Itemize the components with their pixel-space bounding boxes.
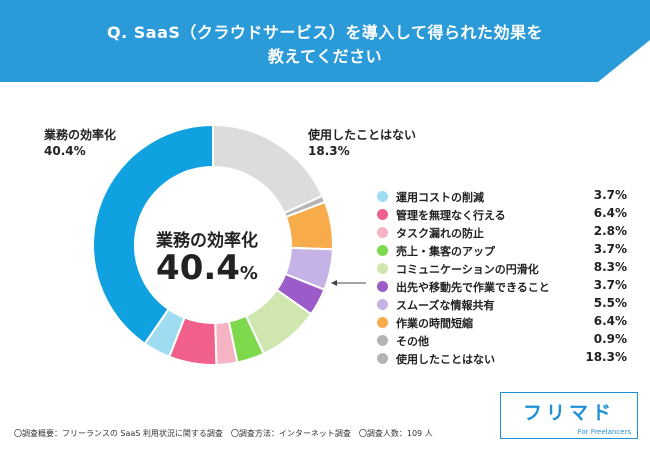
legend-item: 作業の時間短縮 6.4% xyxy=(377,314,627,332)
survey-footnote: 〇調査概要：フリーランスの SaaS 利用状況に関する調査 〇調査方法：インター… xyxy=(14,429,433,438)
header-shape xyxy=(0,0,650,82)
legend-value: 3.7% xyxy=(593,278,627,292)
legend-swatch xyxy=(377,209,388,220)
center-value: 40.4% xyxy=(132,248,282,288)
title-line-2: 教えてください xyxy=(267,47,383,66)
legend-item: 運用コストの削減 3.7% xyxy=(377,188,627,206)
callout-right: 使用したことはない 18.3% xyxy=(308,127,416,159)
legend-value: 5.5% xyxy=(593,296,627,310)
legend-value: 0.9% xyxy=(593,332,627,346)
legend: 運用コストの削減 3.7% 管理を無理なく行える 6.4% タスク漏れの防止 2.8% 売上… xyxy=(377,188,627,368)
legend-label: その他 xyxy=(396,335,429,348)
legend-swatch xyxy=(377,335,388,346)
legend-label: コミュニケーションの円滑化 xyxy=(396,263,539,276)
legend-swatch xyxy=(377,299,388,310)
donut-slice-10 xyxy=(92,123,214,346)
callout-right-label: 使用したことはない xyxy=(308,128,417,142)
center-value-number: 40.4 xyxy=(156,248,240,288)
header-background xyxy=(0,0,650,82)
legend-value: 3.7% xyxy=(593,188,627,202)
legend-item: 管理を無理なく行える 6.4% xyxy=(377,206,627,224)
legend-label: 売上・集客のアップ xyxy=(396,245,495,258)
legend-label: 運用コストの削減 xyxy=(396,191,484,204)
legend-item: 売上・集客のアップ 3.7% xyxy=(377,242,627,260)
logo-text: フリマド xyxy=(522,402,615,424)
legend-swatch xyxy=(377,353,388,364)
legend-label: タスク漏れの防止 xyxy=(396,227,484,240)
legend-value: 18.3% xyxy=(585,350,627,364)
title-line-1: Q. SaaS（クラウドサービス）を導入して得られた効果を xyxy=(107,23,543,42)
legend-swatch xyxy=(377,245,388,256)
header-corner-accent xyxy=(598,40,650,82)
legend-item: その他 0.9% xyxy=(377,332,627,350)
legend-swatch xyxy=(377,263,388,274)
brand-logo: フリマド For Freelancers xyxy=(500,392,638,439)
legend-label: スムーズな情報共有 xyxy=(396,299,495,312)
legend-item: 出先や移動先で作業できること 3.7% xyxy=(377,278,627,296)
donut-slice-0 xyxy=(212,123,324,215)
legend-swatch xyxy=(377,317,388,328)
legend-item: 使用したことはない 18.3% xyxy=(377,350,627,368)
legend-item: スムーズな情報共有 5.5% xyxy=(377,296,627,314)
logo-subtext: For Freelancers xyxy=(577,428,631,436)
callout-right-value: 18.3% xyxy=(308,144,350,158)
legend-value: 8.3% xyxy=(593,260,627,274)
legend-label: 使用したことはない xyxy=(396,353,495,366)
legend-label: 管理を無理なく行える xyxy=(396,209,506,222)
legend-swatch xyxy=(377,227,388,238)
legend-item: コミュニケーションの円滑化 8.3% xyxy=(377,260,627,278)
donut-slices xyxy=(92,123,334,366)
callout-left-label: 業務の効率化 xyxy=(44,128,117,142)
callout-left-value: 40.4% xyxy=(44,144,86,158)
legend-value: 2.8% xyxy=(593,224,627,238)
center-label: 業務の効率化 xyxy=(156,231,258,251)
legend-value: 3.7% xyxy=(593,242,627,256)
center-value-unit: % xyxy=(239,263,258,284)
callout-left: 業務の効率化 40.4% xyxy=(44,127,116,159)
legend-value: 6.4% xyxy=(593,314,627,328)
legend-swatch xyxy=(377,191,388,202)
legend-item: タスク漏れの防止 2.8% xyxy=(377,224,627,242)
header-banner: Q. SaaS（クラウドサービス）を導入して得られた効果を 教えてください xyxy=(0,0,650,82)
legend-label: 作業の時間短縮 xyxy=(396,317,473,330)
legend-label: 出先や移動先で作業できること xyxy=(396,281,550,294)
legend-value: 6.4% xyxy=(593,206,627,220)
legend-swatch xyxy=(377,281,388,292)
legend-connector-arrow xyxy=(331,280,337,286)
